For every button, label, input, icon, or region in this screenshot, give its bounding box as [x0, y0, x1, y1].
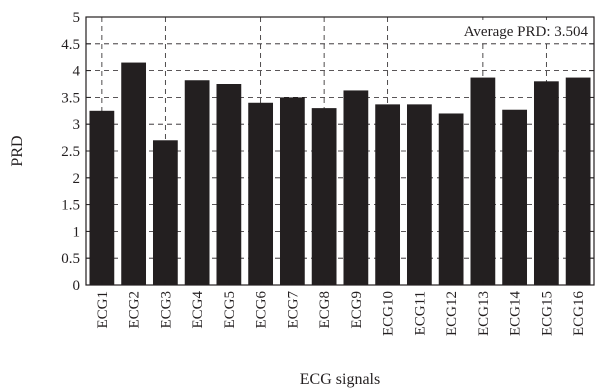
bar-ecg3 [152, 140, 178, 285]
bar-ecg5 [216, 84, 242, 285]
x-tick-label-ecg15: ECG15 [539, 291, 555, 336]
y-tick-label: 1.5 [61, 198, 80, 214]
bar-ecg1 [89, 110, 115, 285]
y-tick-label: 3.5 [61, 90, 80, 106]
x-tick-label-ecg1: ECG1 [95, 291, 111, 329]
x-tick-label-ecg5: ECG5 [222, 291, 238, 329]
x-tick-label-ecg3: ECG3 [158, 291, 174, 329]
bar-ecg9 [343, 90, 369, 285]
x-tick-label-ecg4: ECG4 [190, 291, 206, 329]
x-tick-label-ecg14: ECG14 [508, 291, 524, 337]
y-tick-label: 4 [73, 64, 81, 80]
bar-ecg12 [438, 113, 464, 285]
x-tick-label-ecg2: ECG2 [127, 291, 143, 329]
bar-ecg15 [533, 81, 559, 285]
y-axis-title: PRD [9, 135, 26, 166]
bar-ecg8 [311, 108, 337, 286]
x-tick-label-ecg13: ECG13 [476, 291, 492, 336]
y-tick-label: 1 [73, 224, 81, 240]
bars [89, 62, 591, 286]
annotation-background [422, 20, 592, 40]
x-axis-title: ECG signals [300, 371, 380, 388]
x-tick-label-ecg11: ECG11 [412, 291, 428, 335]
x-tick-label-ecg6: ECG6 [254, 291, 270, 329]
x-tick-label-ecg8: ECG8 [317, 291, 333, 329]
x-tick-label-ecg10: ECG10 [381, 291, 397, 336]
y-tick-label: 2 [73, 171, 81, 187]
y-tick-label: 3 [73, 117, 81, 133]
bar-ecg13 [470, 77, 496, 286]
bar-ecg7 [279, 97, 305, 286]
bar-ecg10 [375, 104, 401, 285]
x-tick-label-ecg9: ECG9 [349, 291, 365, 329]
bar-ecg16 [565, 77, 591, 286]
x-tick-label-ecg16: ECG16 [571, 291, 587, 337]
bar-ecg14 [502, 109, 528, 285]
bar-ecg2 [121, 62, 147, 286]
bar-ecg4 [184, 80, 210, 285]
y-axis-ticks: 0 0.5 1 1.5 2 2.5 3 3.5 4 4.5 5 [61, 10, 594, 294]
y-tick-label: 0 [73, 278, 81, 294]
y-tick-label: 4.5 [61, 37, 80, 53]
y-tick-label: 2.5 [61, 144, 80, 160]
average-prd-annotation: Average PRD: 3.504 [464, 24, 589, 40]
bar-ecg11 [406, 104, 432, 285]
x-tick-label-ecg7: ECG7 [285, 291, 301, 329]
y-tick-label: 5 [73, 10, 81, 26]
y-tick-label: 0.5 [61, 251, 80, 267]
x-axis-ticks: ECG1 ECG2 ECG3 ECG4 ECG5 ECG6 ECG7 ECG8 ECG9 ECG1… [95, 280, 587, 336]
x-tick-label-ecg12: ECG12 [444, 291, 460, 336]
bar-ecg6 [248, 102, 274, 285]
